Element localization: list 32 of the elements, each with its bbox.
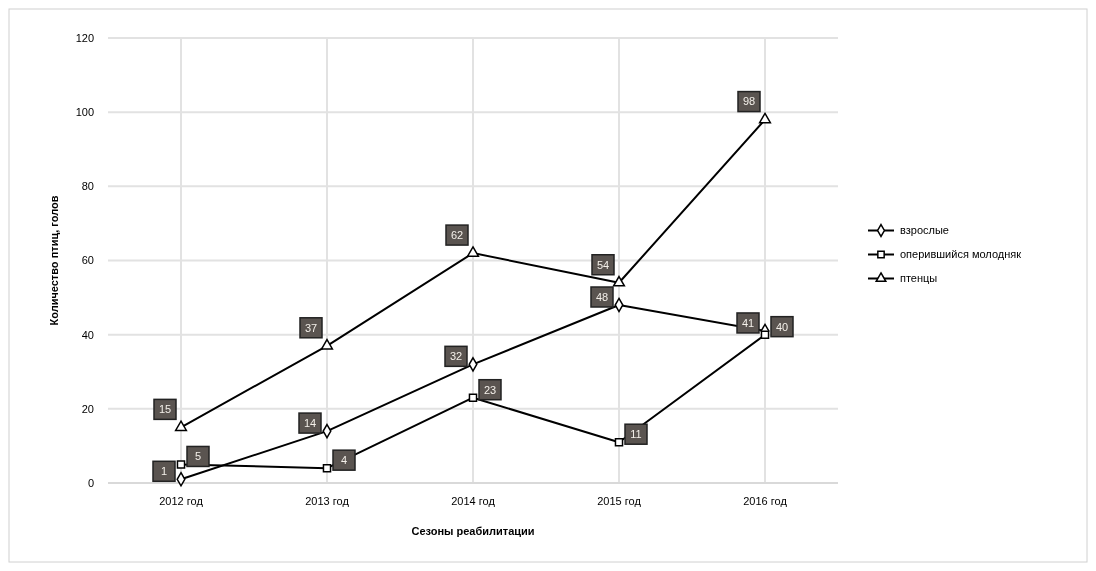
data-label: 48 (595, 290, 609, 303)
y-tick-label: 80 (81, 180, 94, 193)
data-label: 14 (303, 416, 317, 429)
y-tick-label: 60 (81, 254, 94, 267)
y-tick-label: 120 (75, 31, 94, 44)
data-label: 62 (450, 228, 464, 241)
data-label: 15 (158, 403, 172, 416)
data-label: 41 (741, 316, 755, 329)
data-label: 11 (630, 428, 642, 441)
data-label: 40 (775, 320, 789, 333)
data-label: 98 (742, 95, 756, 108)
legend-label: оперившийся молодняк (900, 248, 1022, 261)
x-axis-title: Сезоны реабилитации (411, 525, 535, 537)
legend-label: птенцы (900, 272, 938, 285)
y-axis-title: Количество птиц, голов (48, 195, 60, 326)
x-tick-label: 2016 год (743, 495, 788, 507)
data-label: 1 (160, 465, 168, 478)
data-label: 5 (194, 450, 202, 463)
data-label: 32 (449, 350, 463, 363)
data-label: 54 (596, 258, 610, 271)
x-tick-label: 2012 год (159, 495, 204, 507)
y-tick-label: 40 (81, 328, 94, 341)
x-tick-label: 2013 год (305, 495, 350, 507)
data-label: 37 (304, 321, 318, 334)
legend-label: взрослые (900, 224, 949, 237)
y-tick-label: 0 (87, 476, 94, 489)
x-tick-label: 2015 год (597, 495, 642, 507)
y-tick-label: 20 (81, 402, 94, 415)
data-label: 23 (483, 383, 497, 396)
y-tick-label: 100 (75, 106, 94, 119)
x-tick-label: 2014 год (451, 495, 496, 507)
data-label: 4 (340, 454, 348, 467)
